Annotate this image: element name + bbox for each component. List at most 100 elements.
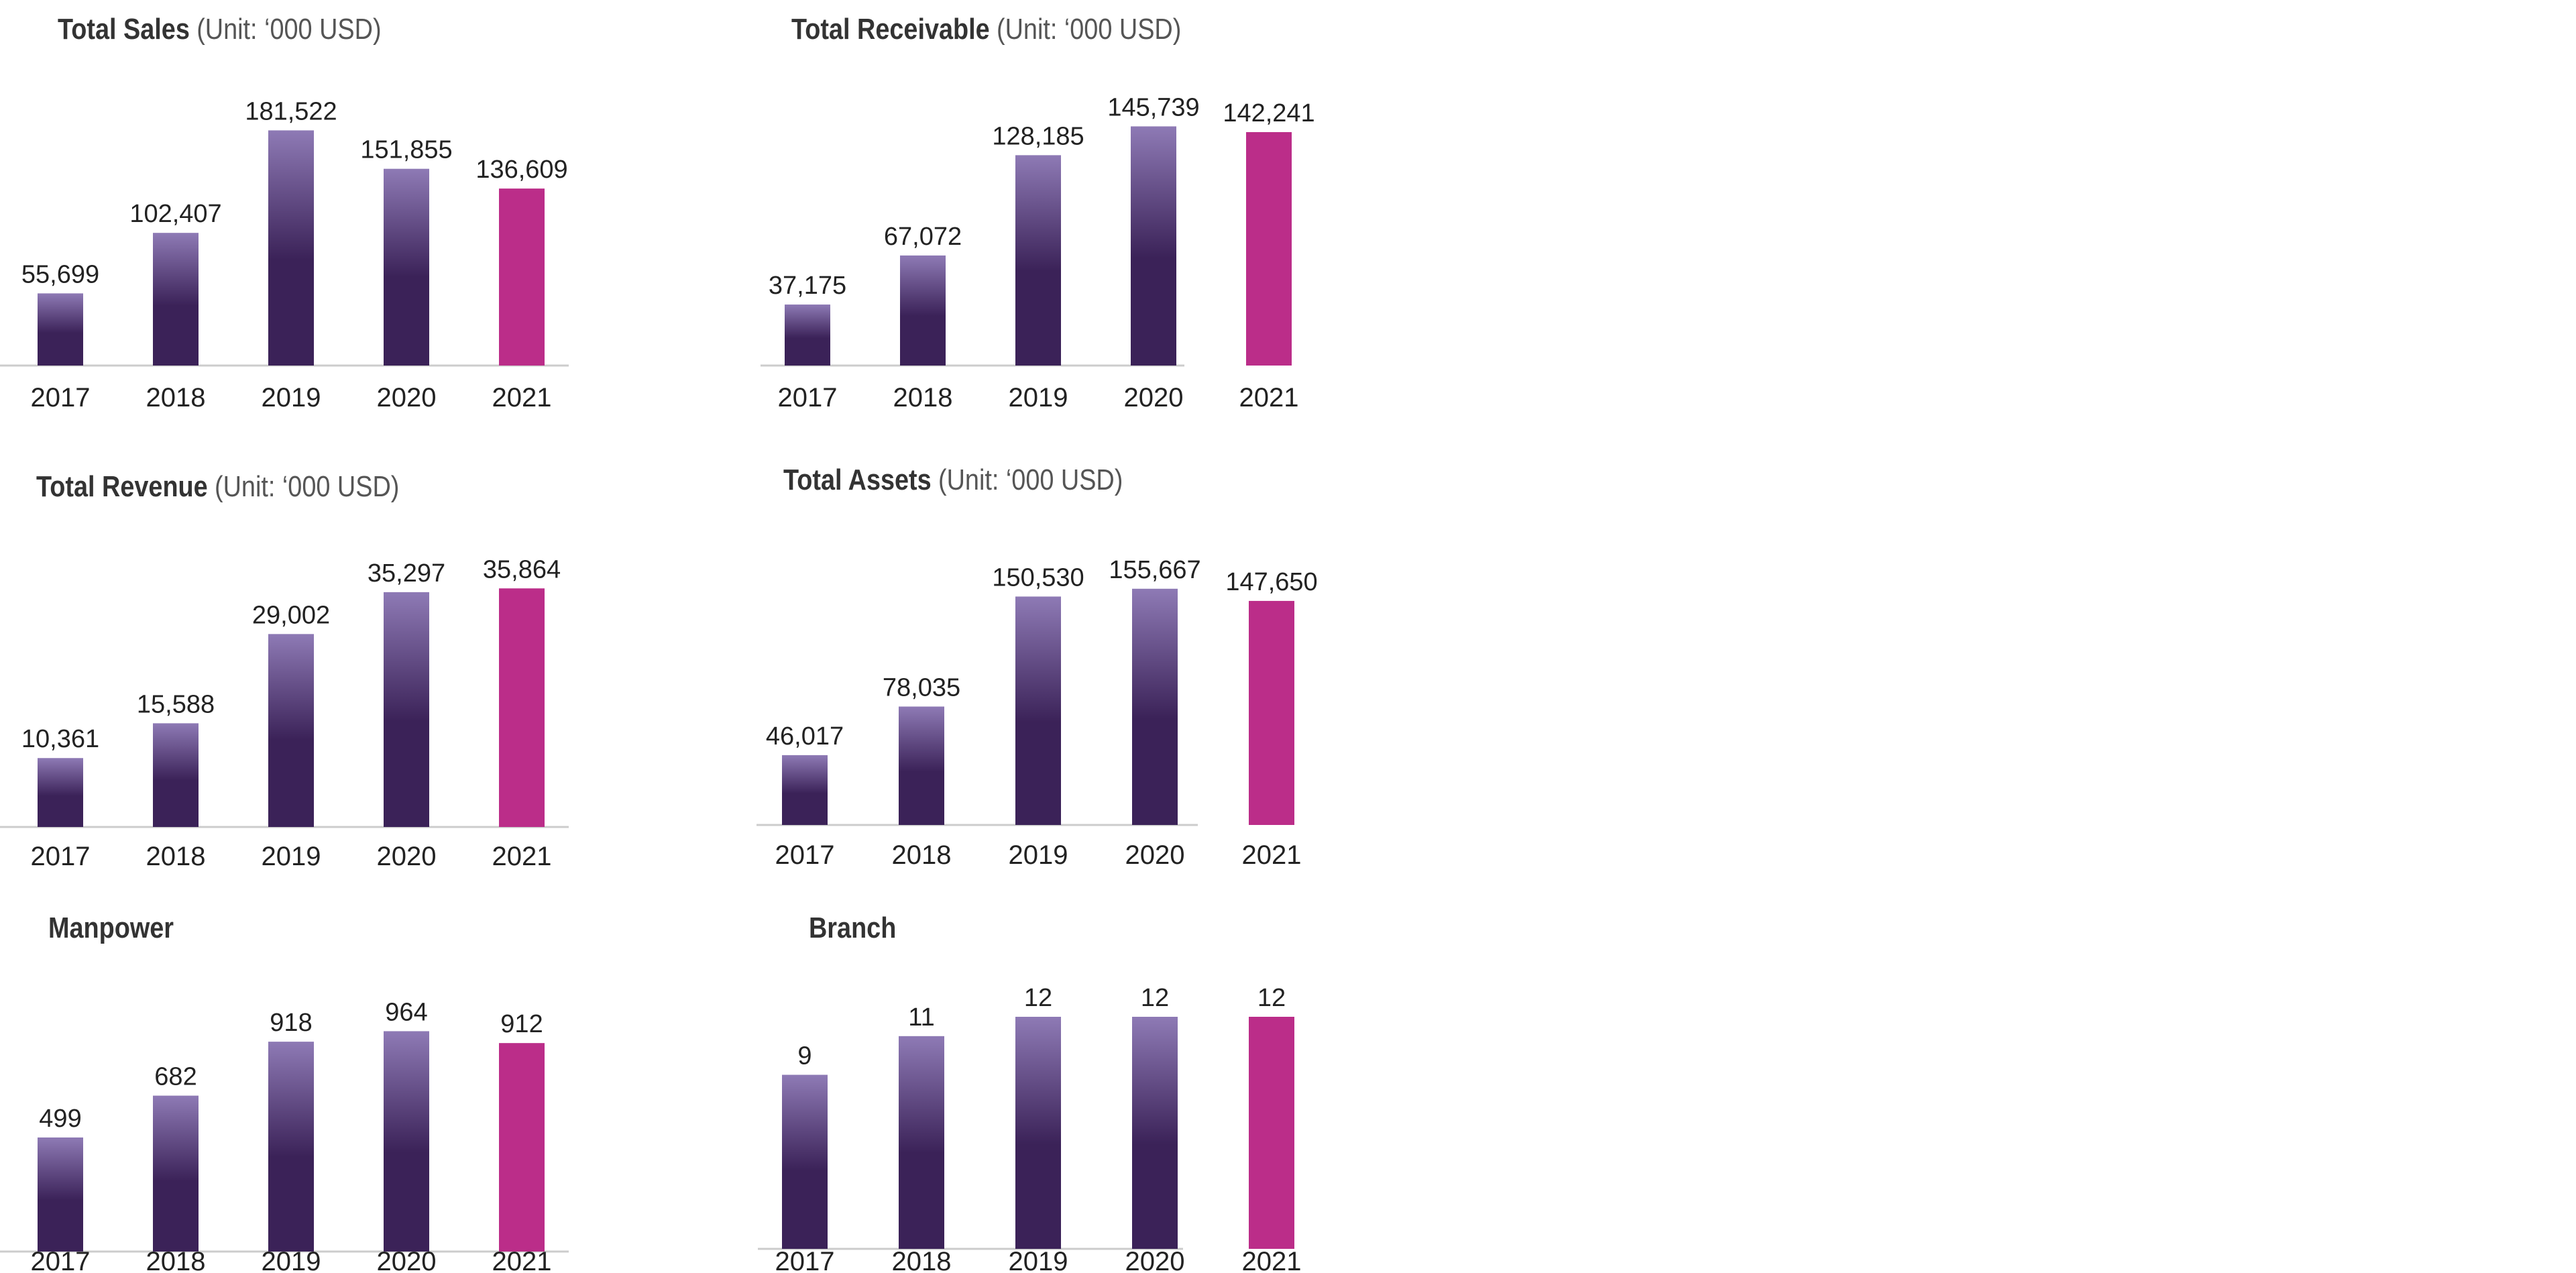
chart-title: Total Revenue (Unit: ‘000 USD)	[36, 469, 399, 502]
bar-2017	[785, 305, 830, 366]
data-label-2020: 155,667	[1109, 556, 1200, 584]
bar-2018	[153, 1095, 199, 1252]
total-sales-chart: Total Sales (Unit: ‘000 USD) 55,699 2017 102…	[0, 12, 569, 412]
data-label-2017: 10,361	[21, 725, 99, 753]
bar-2021	[1246, 131, 1292, 366]
data-label-2018: 67,072	[884, 223, 962, 251]
data-label-2021: 136,609	[475, 156, 567, 184]
tick-label-2020: 2020	[377, 1247, 437, 1273]
chart-unit: (Unit: ‘000 USD)	[197, 12, 381, 45]
tick-label-2017: 2017	[775, 840, 835, 870]
bar-2017	[38, 293, 83, 366]
bar-2018	[899, 706, 944, 825]
bar-2020	[1132, 1017, 1178, 1249]
chart-unit: (Unit: ‘000 USD)	[215, 469, 399, 502]
chart-title: Manpower	[48, 911, 174, 944]
bar-2019	[1015, 596, 1061, 825]
tick-label-2020: 2020	[1125, 1247, 1185, 1273]
tick-label-2021: 2021	[492, 1247, 552, 1273]
tick-label-2018: 2018	[146, 1247, 206, 1273]
tick-label-2018: 2018	[892, 840, 952, 870]
data-label-2019: 29,002	[252, 601, 330, 629]
chart-unit: (Unit: ‘000 USD)	[997, 12, 1181, 45]
tick-label-2019: 2019	[1009, 840, 1068, 870]
data-label-2021: 142,241	[1223, 99, 1314, 127]
bar-2018	[153, 723, 199, 827]
tick-label-2017: 2017	[775, 1247, 835, 1273]
total-revenue-chart: Total Revenue (Unit: ‘000 USD) 10,361 2017 1…	[0, 469, 569, 871]
bar-2020	[384, 1031, 429, 1252]
chart-title-text: Total Assets	[783, 463, 932, 496]
data-label-2020: 12	[1141, 984, 1169, 1012]
data-label-2018: 102,407	[129, 200, 221, 228]
data-label-2018: 15,588	[137, 690, 215, 718]
data-label-2020: 35,297	[368, 559, 445, 588]
bar-2017	[782, 755, 828, 825]
tick-label-2017: 2017	[31, 1247, 91, 1273]
data-label-2018: 682	[154, 1063, 197, 1091]
chart-title-text: Total Receivable	[791, 12, 990, 45]
total-assets-chart: Total Assets (Unit: ‘000 USD) 46,017 2017 78…	[757, 463, 1318, 870]
chart-title-text: Manpower	[48, 911, 174, 944]
bar-2021	[1249, 1017, 1294, 1249]
chart-title-text: Total Revenue	[36, 469, 208, 502]
data-label-2017: 9	[797, 1042, 811, 1070]
tick-label-2020: 2020	[377, 842, 437, 871]
data-label-2021: 12	[1257, 984, 1286, 1012]
total-receivable-chart: Total Receivable (Unit: ‘000 USD) 37,175 20…	[761, 12, 1315, 412]
tick-label-2019: 2019	[262, 1247, 321, 1273]
data-label-2019: 918	[270, 1009, 312, 1037]
tick-label-2020: 2020	[377, 383, 437, 412]
data-label-2017: 37,175	[769, 272, 846, 300]
data-label-2018: 11	[908, 1003, 934, 1032]
data-label-2020: 145,739	[1107, 93, 1199, 121]
data-label-2019: 150,530	[992, 563, 1084, 592]
tick-label-2021: 2021	[492, 383, 552, 412]
tick-label-2019: 2019	[1009, 383, 1068, 412]
tick-label-2021: 2021	[492, 842, 552, 871]
bar-2018	[899, 1036, 944, 1249]
tick-label-2021: 2021	[1242, 840, 1302, 870]
data-label-2019: 128,185	[992, 122, 1084, 150]
data-label-2017: 55,699	[21, 260, 99, 288]
chart-unit: (Unit: ‘000 USD)	[938, 463, 1123, 496]
tick-label-2019: 2019	[262, 383, 321, 412]
bar-2019	[268, 130, 314, 366]
chart-title: Total Receivable (Unit: ‘000 USD)	[791, 12, 1181, 45]
data-label-2017: 499	[39, 1105, 81, 1133]
tick-label-2018: 2018	[146, 383, 206, 412]
tick-label-2021: 2021	[1239, 383, 1299, 412]
tick-label-2019: 2019	[1009, 1247, 1068, 1273]
data-label-2020: 964	[385, 998, 427, 1026]
bar-2019	[1015, 155, 1061, 366]
chart-title-text: Branch	[809, 911, 896, 944]
bar-2017	[38, 758, 83, 827]
chart-title: Total Sales (Unit: ‘000 USD)	[58, 12, 382, 45]
manpower-chart: Manpower 499 2017 682 2018 918 2019 964 2020 912 2…	[0, 911, 569, 1273]
bar-2019	[1015, 1017, 1061, 1249]
bar-2021	[499, 588, 545, 827]
bar-2018	[900, 255, 946, 366]
bar-2021	[499, 188, 545, 366]
bar-2020	[384, 168, 429, 366]
bar-2021	[499, 1043, 545, 1252]
bar-2020	[1131, 126, 1176, 366]
data-label-2021: 35,864	[483, 555, 561, 584]
chart-title: Branch	[809, 911, 896, 944]
data-label-2017: 46,017	[766, 722, 844, 751]
bar-2019	[268, 634, 314, 827]
tick-label-2018: 2018	[892, 1247, 952, 1273]
branch-chart: Branch 9 2017 11 2018 12 2019 12 2020 12 2021	[758, 911, 1301, 1273]
tick-label-2020: 2020	[1124, 383, 1184, 412]
data-label-2020: 151,855	[360, 136, 452, 164]
bar-2017	[38, 1137, 83, 1252]
tick-label-2017: 2017	[31, 383, 91, 412]
data-label-2019: 181,522	[245, 97, 337, 125]
bar-2020	[384, 592, 429, 827]
tick-label-2019: 2019	[262, 842, 321, 871]
bar-2017	[782, 1074, 828, 1249]
bar-2019	[268, 1042, 314, 1252]
bar-2021	[1249, 600, 1294, 825]
tick-label-2021: 2021	[1242, 1247, 1302, 1273]
